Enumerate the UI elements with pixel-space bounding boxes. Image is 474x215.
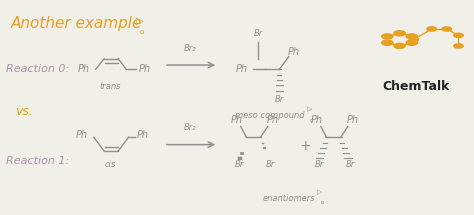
Text: Ph: Ph xyxy=(75,130,88,140)
Circle shape xyxy=(394,43,405,48)
Text: cis: cis xyxy=(105,160,117,169)
Circle shape xyxy=(406,34,418,39)
Text: trans: trans xyxy=(99,82,120,91)
Text: Br: Br xyxy=(346,160,355,169)
Text: o: o xyxy=(320,201,324,206)
Text: ▷: ▷ xyxy=(317,189,322,195)
Text: Br: Br xyxy=(254,29,263,38)
Circle shape xyxy=(427,27,437,31)
Text: Ph: Ph xyxy=(288,47,300,57)
Text: Br: Br xyxy=(265,160,274,169)
Text: vs.: vs. xyxy=(16,105,33,118)
Text: Ph: Ph xyxy=(137,130,149,140)
Text: Ph: Ph xyxy=(346,115,358,125)
Text: ▷: ▷ xyxy=(136,16,143,26)
Text: Ph: Ph xyxy=(236,64,248,74)
Circle shape xyxy=(394,31,405,36)
Text: o: o xyxy=(139,29,144,35)
Text: Reaction 0:: Reaction 0: xyxy=(6,64,69,74)
Text: Br: Br xyxy=(275,95,284,103)
Text: ChemTalk: ChemTalk xyxy=(383,80,450,93)
Circle shape xyxy=(382,34,393,39)
Text: +: + xyxy=(300,139,311,153)
Text: Another example: Another example xyxy=(11,16,142,31)
Text: enantiomers: enantiomers xyxy=(263,194,315,203)
Circle shape xyxy=(406,40,418,45)
Text: Br: Br xyxy=(235,160,244,169)
Text: Ph: Ph xyxy=(311,115,323,125)
Text: Ph: Ph xyxy=(139,64,151,74)
Text: Ph: Ph xyxy=(231,115,243,125)
Circle shape xyxy=(382,40,393,45)
Circle shape xyxy=(454,44,463,48)
Text: Ph: Ph xyxy=(78,64,90,74)
Text: o: o xyxy=(310,118,313,123)
Text: Ph: Ph xyxy=(266,115,278,125)
Text: ▷: ▷ xyxy=(307,107,312,113)
Text: meso compound: meso compound xyxy=(235,112,305,120)
Circle shape xyxy=(454,33,463,37)
Text: Br₂: Br₂ xyxy=(183,123,196,132)
Circle shape xyxy=(409,37,419,42)
Text: Br₂: Br₂ xyxy=(183,44,196,53)
Circle shape xyxy=(442,27,451,31)
Text: Br: Br xyxy=(315,160,324,169)
Text: Reaction 1:: Reaction 1: xyxy=(6,156,69,166)
